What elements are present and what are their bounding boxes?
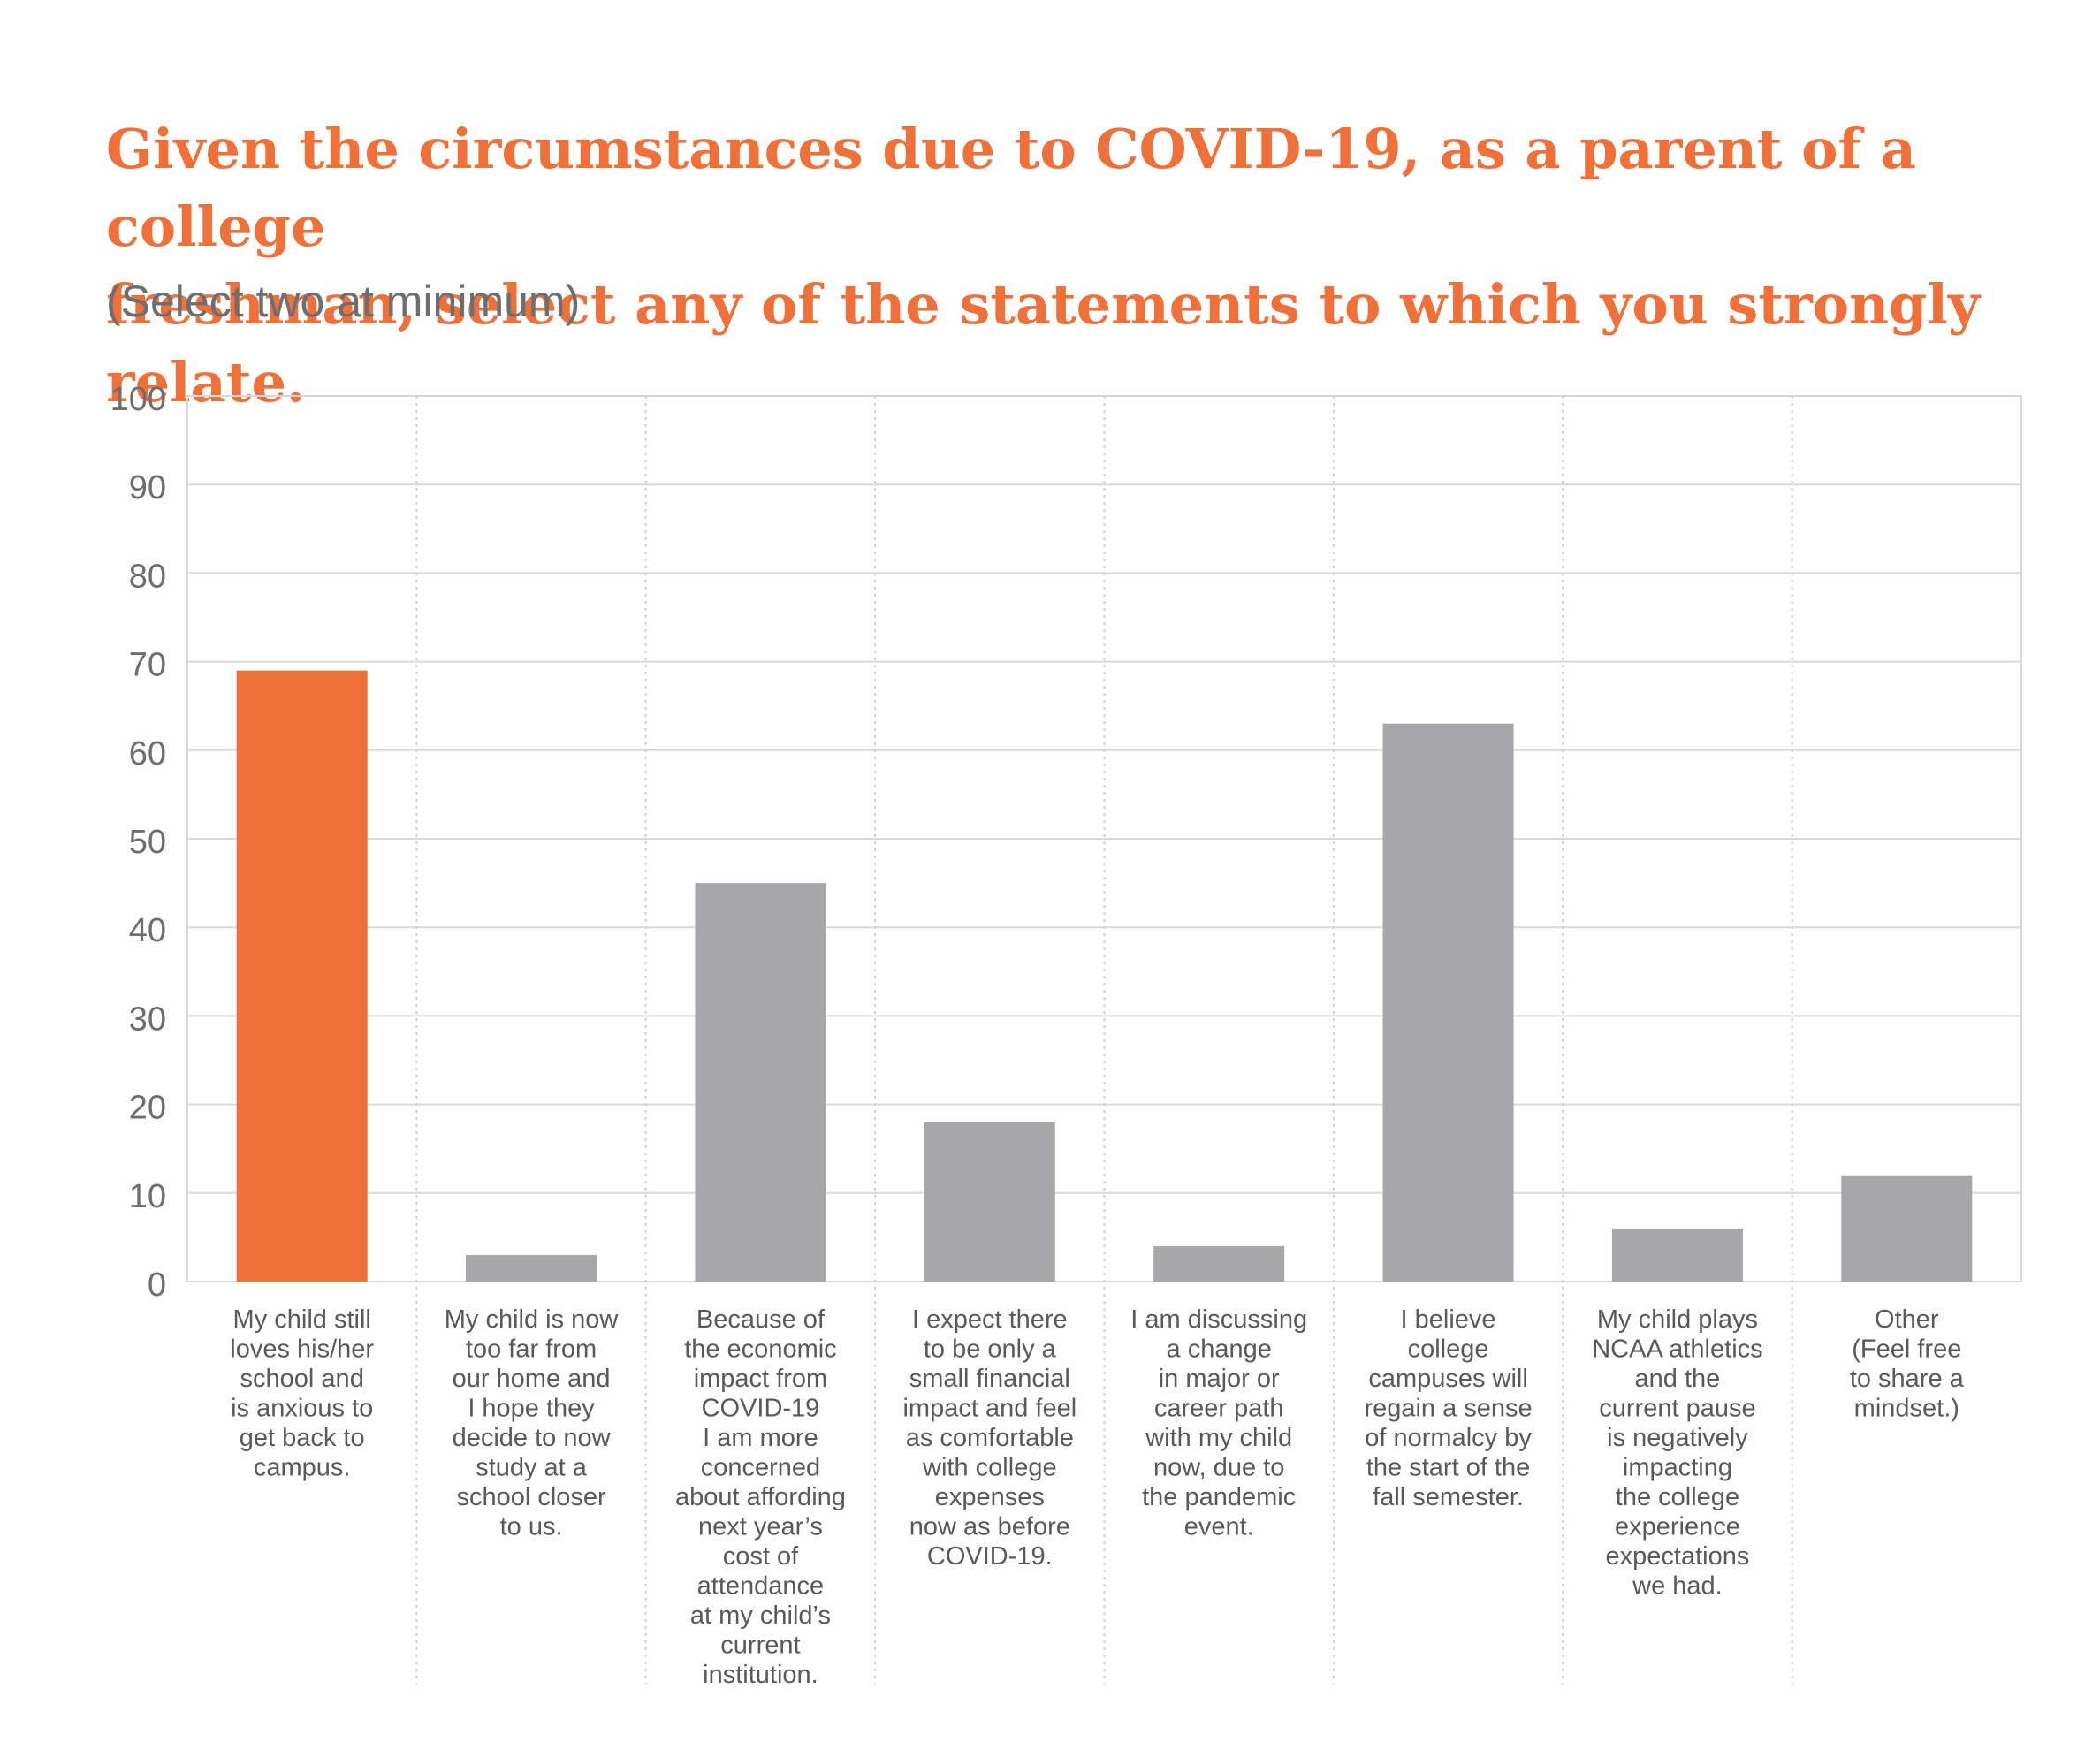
y-tick-label: 10 <box>129 1178 166 1215</box>
y-tick-label: 80 <box>129 558 166 595</box>
chart-title-line-2: freshman, select any of the statements t… <box>106 272 1980 415</box>
bar <box>1611 1228 1743 1282</box>
x-category-label: Other (Feel free to share a mindset.) <box>1850 1305 1965 1423</box>
y-tick-label: 60 <box>129 735 166 772</box>
y-tick-label: 40 <box>129 912 166 949</box>
x-category-label: I believe college campuses will regain a se… <box>1364 1305 1532 1511</box>
bar <box>924 1122 1055 1282</box>
bar <box>1382 723 1514 1282</box>
chart-title: Given the circumstances due to COVID-19,… <box>106 110 2051 422</box>
y-tick-label: 100 <box>110 381 166 418</box>
x-category-label: My child still loves his/her school and is … <box>230 1305 374 1482</box>
x-category-label: Because of the economic impact from COVID-1… <box>675 1305 846 1689</box>
x-category-label: My child plays NCAA athletics and the curre… <box>1592 1305 1762 1601</box>
chart-title-line-1: Given the circumstances due to COVID-19,… <box>106 117 1916 259</box>
y-tick-label: 70 <box>129 647 166 684</box>
y-tick-label: 0 <box>148 1267 166 1304</box>
y-tick-label: 50 <box>129 824 166 861</box>
y-tick-label: 30 <box>129 1001 166 1038</box>
x-category-label: I am discussing a change in major or career… <box>1130 1305 1307 1541</box>
chart-subtitle: (Select two at minimum) <box>106 277 581 326</box>
bar <box>695 883 826 1282</box>
x-category-label: My child is now too far from our home and I… <box>445 1305 620 1541</box>
bar <box>466 1254 597 1282</box>
y-tick-label: 20 <box>129 1090 166 1127</box>
bar <box>236 670 368 1282</box>
x-category-label: I expect there to be only a small financia… <box>902 1305 1077 1571</box>
bar <box>1153 1245 1285 1282</box>
y-tick-label: 90 <box>129 469 166 506</box>
bar <box>1841 1175 1973 1282</box>
